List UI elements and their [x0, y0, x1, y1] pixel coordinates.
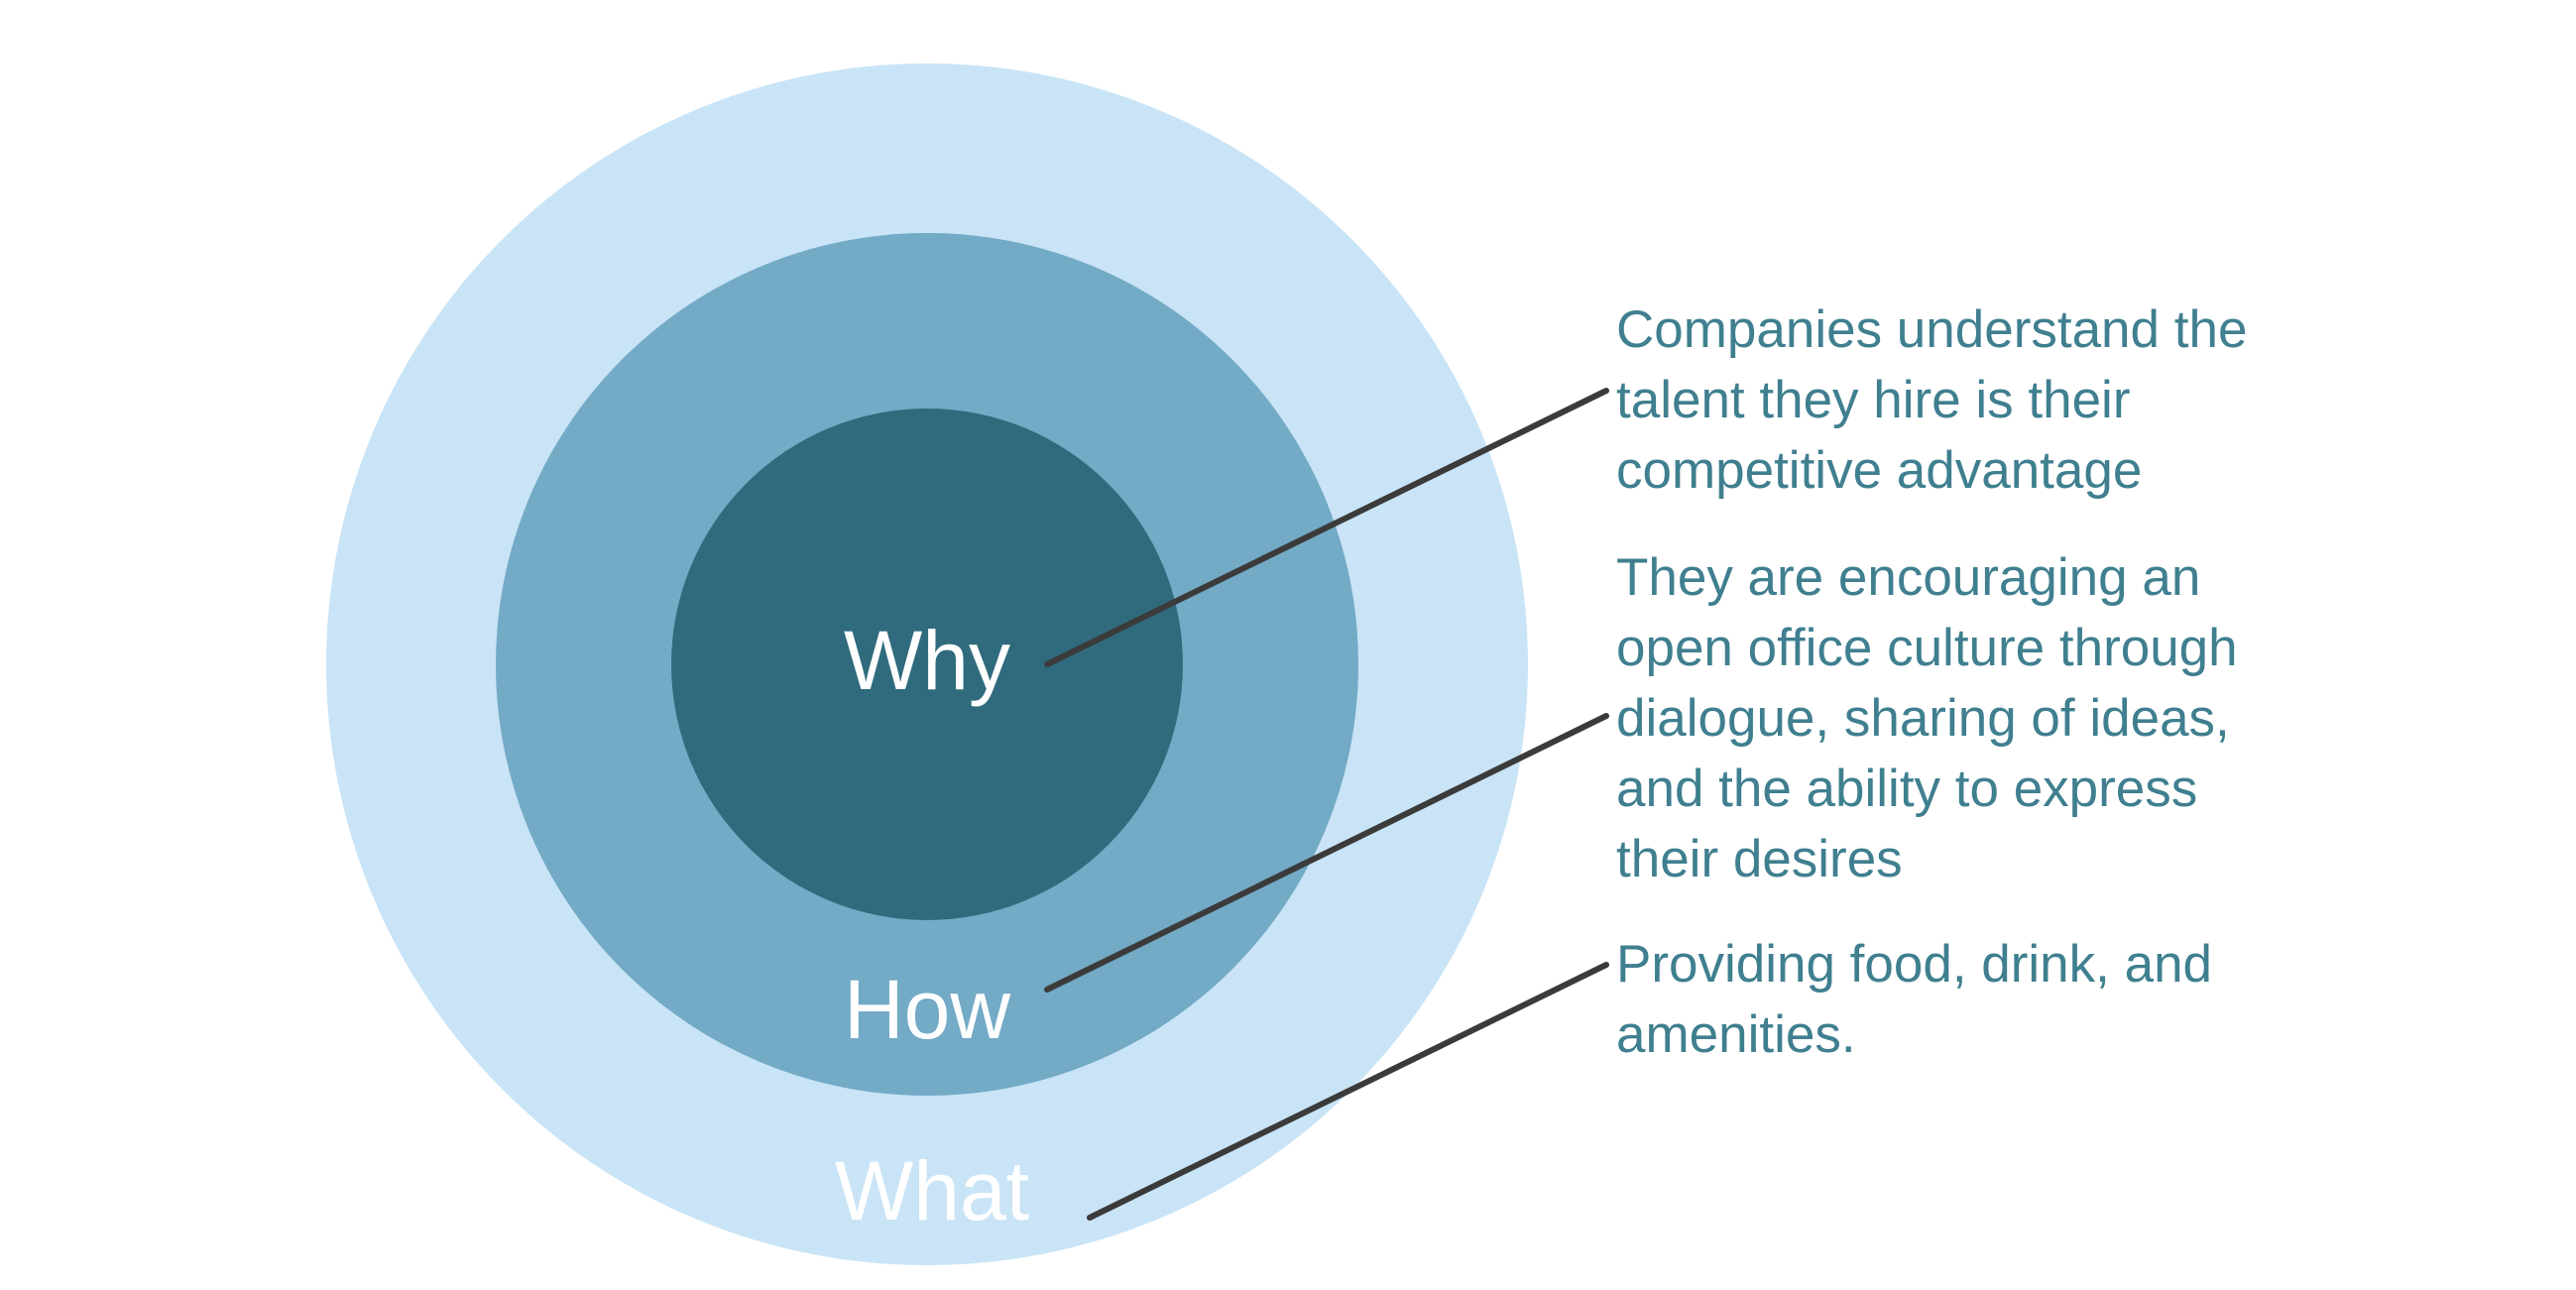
- what-callout-line: amenities.: [1616, 1005, 1856, 1064]
- how-label: How: [844, 963, 1010, 1056]
- how-leader-line: [1044, 713, 1609, 993]
- why-leader-line: [1044, 388, 1609, 667]
- why-callout-line: Companies understand the: [1616, 300, 2247, 359]
- what-callout: Providing food, drink, and amenities.: [1616, 935, 2212, 1064]
- how-callout-line: and the ability to express: [1616, 760, 2197, 818]
- inner-circle-why: [671, 409, 1183, 920]
- why-callout: Companies understand the talent they hir…: [1616, 300, 2247, 500]
- how-callout-line: They are encouraging an: [1616, 548, 2200, 607]
- why-callout-line: competitive advantage: [1616, 441, 2142, 500]
- how-callout-line: open office culture through: [1616, 619, 2238, 677]
- what-callout-line: Providing food, drink, and: [1616, 935, 2212, 994]
- how-callout-line: their desires: [1616, 830, 1903, 888]
- what-leader-line: [1087, 962, 1609, 1221]
- how-callout: They are encouraging an open office cult…: [1616, 548, 2238, 888]
- why-label: Why: [844, 614, 1010, 707]
- how-callout-line: dialogue, sharing of ideas,: [1616, 689, 2230, 748]
- what-label: What: [835, 1144, 1029, 1237]
- why-callout-line: talent they hire is their: [1616, 371, 2130, 429]
